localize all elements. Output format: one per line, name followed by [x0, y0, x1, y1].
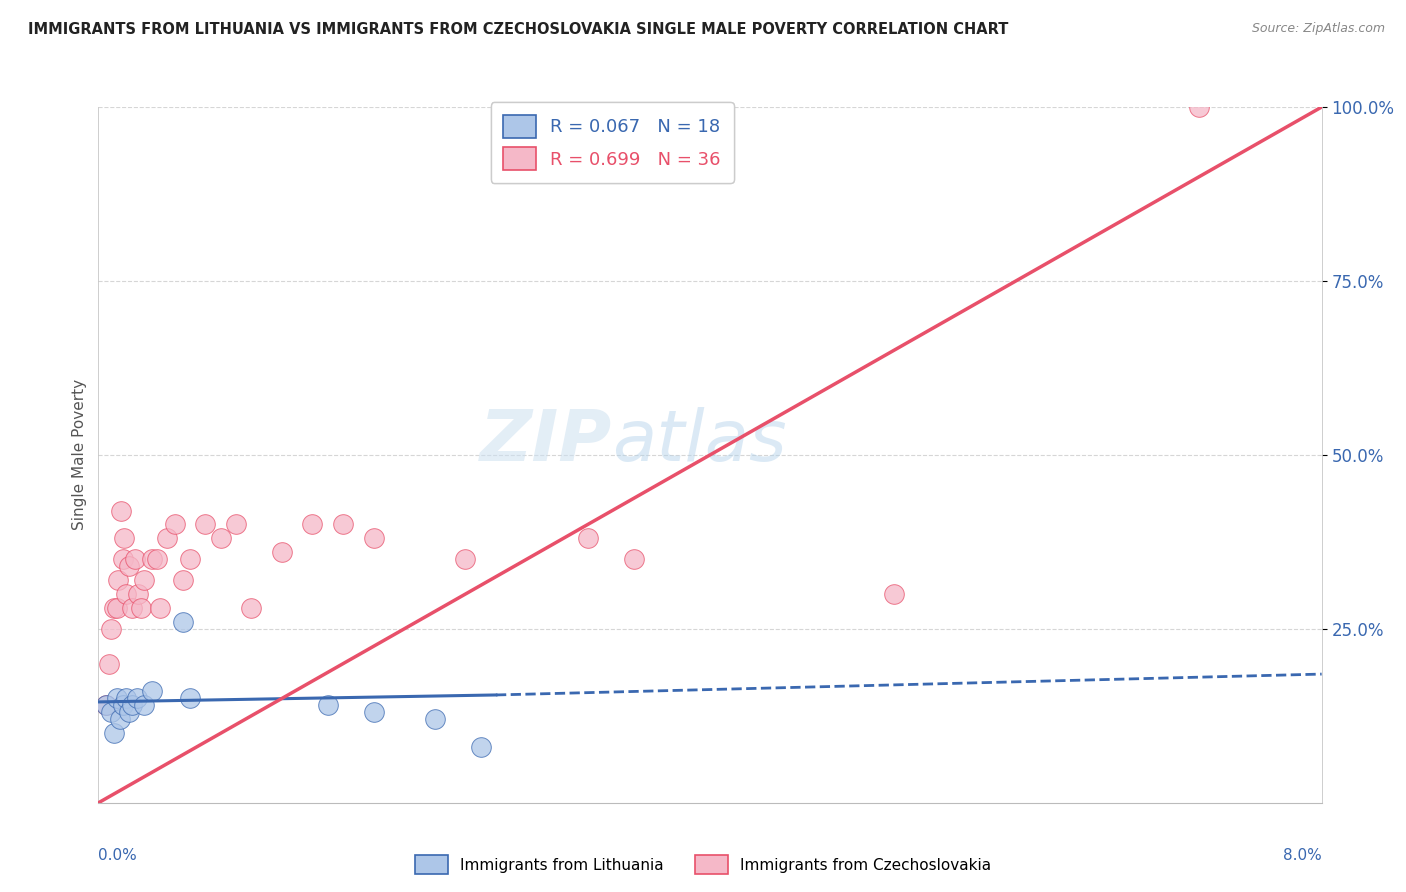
Point	[103, 601, 125, 615]
Point	[121, 601, 143, 615]
Point	[576, 532, 599, 546]
Point	[209, 532, 232, 546]
Point	[194, 517, 217, 532]
Y-axis label: Single Male Poverty: Single Male Poverty	[72, 379, 87, 531]
Point	[179, 552, 201, 566]
Point	[94, 698, 117, 713]
Point	[115, 691, 138, 706]
Point	[163, 517, 186, 532]
Point	[124, 552, 146, 566]
Text: 8.0%: 8.0%	[1282, 848, 1322, 863]
Point	[270, 545, 294, 559]
Point	[301, 517, 323, 532]
Legend: Immigrants from Lithuania, Immigrants from Czechoslovakia: Immigrants from Lithuania, Immigrants fr…	[408, 849, 998, 880]
Point	[225, 517, 247, 532]
Point	[98, 657, 121, 671]
Point	[118, 706, 141, 720]
Point	[454, 552, 477, 566]
Point	[623, 552, 645, 566]
Point	[111, 698, 134, 713]
Point	[145, 552, 167, 566]
Point	[134, 698, 156, 713]
Point	[363, 706, 385, 720]
Text: Source: ZipAtlas.com: Source: ZipAtlas.com	[1251, 22, 1385, 36]
Point	[105, 601, 128, 615]
Point	[105, 691, 128, 706]
Legend: R = 0.067   N = 18, R = 0.699   N = 36: R = 0.067 N = 18, R = 0.699 N = 36	[491, 103, 734, 183]
Point	[134, 573, 156, 587]
Point	[172, 573, 194, 587]
Point	[172, 615, 194, 629]
Point	[115, 587, 138, 601]
Text: 0.0%: 0.0%	[98, 848, 138, 863]
Point	[149, 601, 172, 615]
Point	[363, 532, 385, 546]
Point	[883, 587, 905, 601]
Text: atlas: atlas	[612, 407, 787, 475]
Point	[156, 532, 179, 546]
Point	[129, 601, 152, 615]
Point	[179, 691, 201, 706]
Point	[110, 503, 132, 517]
Text: ZIP: ZIP	[479, 407, 612, 475]
Point	[108, 712, 131, 726]
Point	[127, 587, 149, 601]
Text: IMMIGRANTS FROM LITHUANIA VS IMMIGRANTS FROM CZECHOSLOVAKIA SINGLE MALE POVERTY : IMMIGRANTS FROM LITHUANIA VS IMMIGRANTS …	[28, 22, 1008, 37]
Point	[107, 573, 129, 587]
Point	[141, 684, 163, 698]
Point	[111, 552, 134, 566]
Point	[125, 691, 148, 706]
Point	[1188, 100, 1211, 114]
Point	[316, 698, 339, 713]
Point	[240, 601, 263, 615]
Point	[100, 706, 122, 720]
Point	[94, 698, 117, 713]
Point	[100, 622, 122, 636]
Point	[423, 712, 446, 726]
Point	[112, 532, 135, 546]
Point	[118, 559, 141, 574]
Point	[332, 517, 354, 532]
Point	[141, 552, 163, 566]
Point	[121, 698, 143, 713]
Point	[470, 740, 492, 755]
Point	[103, 726, 125, 740]
